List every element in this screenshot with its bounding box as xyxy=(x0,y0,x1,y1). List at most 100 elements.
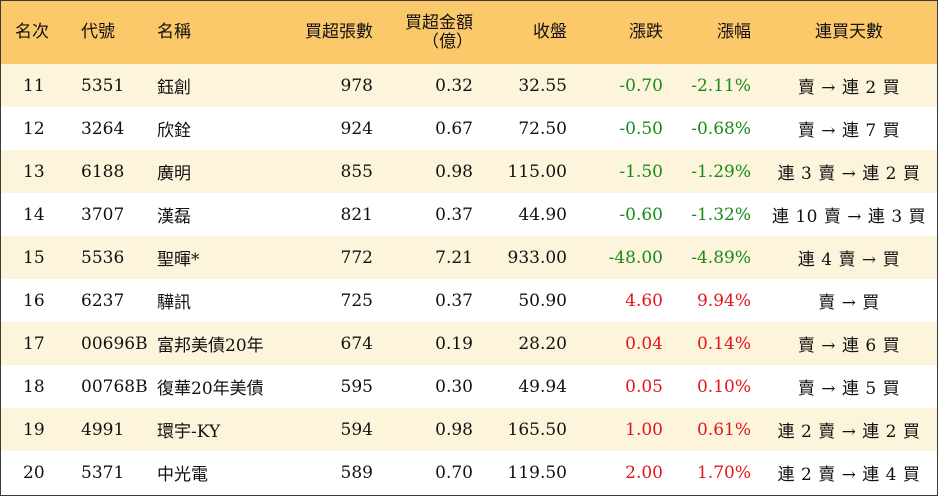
cell-rank: 13 xyxy=(23,161,45,182)
cell-consecutive-days: 連 2 賣 → 連 4 買 xyxy=(777,465,921,485)
cell-consecutive-days: 連 3 賣 → 連 2 買 xyxy=(777,164,921,184)
cell-buy-lots: 855 xyxy=(340,161,373,182)
cell-rank: 19 xyxy=(23,419,45,440)
cell-consecutive-days: 連 2 賣 → 連 2 買 xyxy=(777,422,921,442)
cell-code: 3264 xyxy=(81,118,125,139)
cell-rank: 17 xyxy=(23,333,45,354)
cell-code: 5536 xyxy=(81,247,125,268)
cell-consecutive-days: 賣 → 連 7 買 xyxy=(797,121,901,141)
cell-name: 復華20年美債 xyxy=(157,379,264,399)
cell-consecutive-days: 賣 → 連 2 買 xyxy=(797,78,901,98)
header-consecutive-days: 連買天數 xyxy=(815,22,883,42)
cell-consecutive-days: 賣 → 連 5 買 xyxy=(797,379,901,399)
cell-name: 聖暉* xyxy=(157,250,200,270)
cell-buy-amount: 0.32 xyxy=(435,75,473,96)
header-code: 代號 xyxy=(81,22,115,42)
table-row: 14 3707 漢磊 821 0.37 44.90 -0.60 -1.32% 連 10 賣 → … xyxy=(1,193,937,236)
header-name: 名稱 xyxy=(157,22,191,42)
cell-change: 0.05 xyxy=(625,376,663,397)
table-header: 名次 代號 名稱 買超張數 買超金額 （億） 收盤 漲跌 漲幅 連買天數 xyxy=(1,1,937,64)
cell-buy-lots: 821 xyxy=(340,204,373,225)
table-row: 18 00768B 復華20年美債 595 0.30 49.94 0.05 0.10% 賣 → … xyxy=(1,365,937,408)
cell-change: 4.60 xyxy=(625,290,663,311)
table-row: 20 5371 中光電 589 0.70 119.50 2.00 1.70% 連 2 賣 → 連… xyxy=(1,451,937,494)
cell-code: 6237 xyxy=(81,290,125,311)
cell-close: 50.90 xyxy=(518,290,567,311)
table-row: 12 3264 欣銓 924 0.67 72.50 -0.50 -0.68% 賣 → 連 7 買 xyxy=(1,107,937,150)
cell-rank: 11 xyxy=(23,75,45,96)
cell-consecutive-days: 連 10 賣 → 連 3 買 xyxy=(771,207,927,227)
cell-close: 32.55 xyxy=(518,75,567,96)
cell-buy-amount: 0.67 xyxy=(435,118,473,139)
cell-close: 49.94 xyxy=(518,376,567,397)
cell-name: 廣明 xyxy=(157,164,191,184)
cell-close: 115.00 xyxy=(507,161,567,182)
cell-buy-amount: 0.98 xyxy=(435,161,473,182)
header-buy-amount-line2: （億） xyxy=(422,31,473,52)
cell-rank: 16 xyxy=(23,290,45,311)
header-buy-amount: 買超金額 （億） xyxy=(383,1,483,64)
cell-buy-lots: 725 xyxy=(340,290,373,311)
cell-name: 驊訊 xyxy=(157,293,191,313)
cell-consecutive-days: 連 4 賣 → 買 xyxy=(797,250,901,270)
cell-change: 0.04 xyxy=(625,333,663,354)
header-row: 名次 代號 名稱 買超張數 買超金額 （億） 收盤 漲跌 漲幅 連買天數 xyxy=(1,1,937,64)
cell-code: 00696B xyxy=(81,333,148,354)
cell-name: 富邦美債20年 xyxy=(157,336,264,356)
cell-change-pct: -1.32% xyxy=(691,204,751,225)
cell-code: 6188 xyxy=(81,161,125,182)
table-row: 19 4991 環宇-KY 594 0.98 165.50 1.00 0.61% 連 2 賣 →… xyxy=(1,408,937,451)
cell-change: 1.00 xyxy=(625,419,663,440)
cell-change-pct: -1.29% xyxy=(691,161,751,182)
cell-name: 欣銓 xyxy=(157,121,191,141)
cell-rank: 14 xyxy=(23,204,45,225)
cell-code: 00768B xyxy=(81,376,148,397)
cell-buy-lots: 674 xyxy=(340,333,373,354)
cell-buy-lots: 772 xyxy=(340,247,373,268)
cell-close: 28.20 xyxy=(518,333,567,354)
cell-close: 165.50 xyxy=(507,419,567,440)
cell-rank: 18 xyxy=(23,376,45,397)
cell-change-pct: 0.10% xyxy=(696,376,751,397)
cell-buy-amount: 0.70 xyxy=(435,462,473,483)
cell-change: -0.50 xyxy=(619,118,663,139)
table-row: 11 5351 鈺創 978 0.32 32.55 -0.70 -2.11% 賣 → 連 2 買 xyxy=(1,64,937,107)
table-body: 11 5351 鈺創 978 0.32 32.55 -0.70 -2.11% 賣 → 連 2 買… xyxy=(1,64,937,494)
cell-buy-amount: 7.21 xyxy=(435,247,473,268)
cell-code: 4991 xyxy=(81,419,125,440)
cell-change-pct: 0.61% xyxy=(696,419,751,440)
cell-code: 5371 xyxy=(81,462,125,483)
cell-buy-amount: 0.19 xyxy=(435,333,473,354)
cell-change-pct: -2.11% xyxy=(691,75,751,96)
cell-change: -1.50 xyxy=(619,161,663,182)
cell-buy-amount: 0.37 xyxy=(435,204,473,225)
cell-buy-lots: 589 xyxy=(340,462,373,483)
header-close: 收盤 xyxy=(533,22,567,42)
header-buy-amount-line1: 買超金額 xyxy=(405,12,473,33)
cell-buy-lots: 978 xyxy=(340,75,373,96)
cell-rank: 20 xyxy=(23,462,45,483)
cell-buy-amount: 0.30 xyxy=(435,376,473,397)
cell-buy-amount: 0.98 xyxy=(435,419,473,440)
cell-change: -0.70 xyxy=(619,75,663,96)
cell-buy-lots: 924 xyxy=(340,118,373,139)
cell-change: 2.00 xyxy=(625,462,663,483)
header-change-pct: 漲幅 xyxy=(717,22,751,42)
cell-buy-lots: 594 xyxy=(340,419,373,440)
cell-consecutive-days: 賣 → 買 xyxy=(818,293,880,313)
cell-name: 中光電 xyxy=(157,465,208,485)
cell-change: -0.60 xyxy=(619,204,663,225)
cell-name: 鈺創 xyxy=(157,78,191,98)
cell-close: 72.50 xyxy=(518,118,567,139)
cell-buy-amount: 0.37 xyxy=(435,290,473,311)
cell-close: 44.90 xyxy=(518,204,567,225)
cell-change-pct: 1.70% xyxy=(696,462,751,483)
cell-change-pct: 9.94% xyxy=(696,290,751,311)
table-row: 17 00696B 富邦美債20年 674 0.19 28.20 0.04 0.14% 賣 → … xyxy=(1,322,937,365)
cell-rank: 12 xyxy=(23,118,45,139)
cell-consecutive-days: 賣 → 連 6 買 xyxy=(797,336,901,356)
header-rank: 名次 xyxy=(15,22,49,42)
cell-close: 933.00 xyxy=(507,247,567,268)
cell-name: 環宇-KY xyxy=(157,422,221,442)
